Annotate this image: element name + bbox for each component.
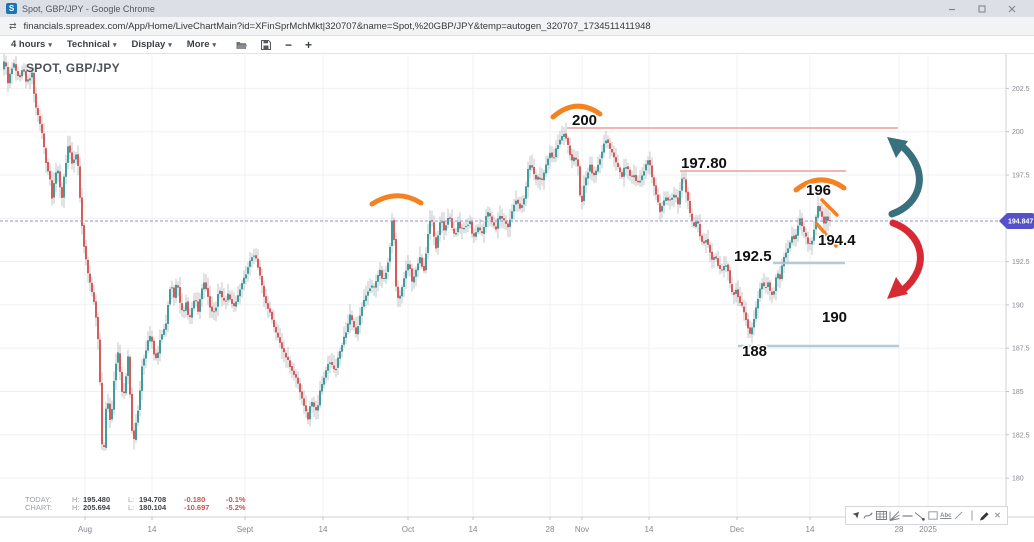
rectangle-tool-icon[interactable]	[927, 509, 939, 523]
pointer-tool-icon[interactable]	[849, 509, 861, 523]
url-text[interactable]: financials.spreadex.com/App/Home/LiveCha…	[23, 20, 651, 32]
orange-segment-2[interactable]	[815, 222, 838, 248]
grid-tool-icon[interactable]	[875, 509, 887, 523]
x-tick-label: 14	[645, 525, 654, 534]
horizontal-line-tool-icon[interactable]	[901, 509, 913, 523]
chevron-down-icon: ▾	[48, 41, 52, 49]
price-badge-text: 194.847	[1008, 218, 1033, 225]
zoom-in-button[interactable]: +	[305, 37, 313, 52]
x-tick-label: Aug	[78, 525, 92, 534]
y-tick-label: 197.5	[1012, 173, 1030, 180]
text-tool-icon[interactable]: Abc	[940, 512, 952, 519]
y-tick-label: 192.5	[1012, 259, 1030, 266]
more-dropdown[interactable]: More ▾	[186, 39, 216, 50]
display-dropdown[interactable]: Display ▾	[131, 39, 172, 50]
drawing-tools-palette: Abc ✕	[845, 506, 1008, 525]
orange-arc-200-peak[interactable]	[550, 103, 603, 120]
x-tick-label: 14	[469, 525, 478, 534]
zoom-out-button[interactable]: −	[285, 37, 293, 52]
y-tick-label: 200	[1012, 129, 1024, 136]
y-tick-label: 187.5	[1012, 346, 1030, 353]
chart-area: 200 197.80 196 194.4 192.5 190 188 202.5 200 197.…	[0, 54, 1034, 542]
legend-today-row: TODAY: H: 195.480 L: 194.708 -0.180 -0.1%	[25, 495, 246, 504]
x-tick-label: 28	[895, 525, 904, 534]
curve-arrow-tool-icon[interactable]	[862, 509, 874, 523]
red-down-arrow[interactable]	[887, 219, 924, 299]
y-tick-label: 182.5	[1012, 432, 1030, 439]
y-tick-label: 180	[1012, 476, 1024, 483]
x-tick-label: 28	[546, 525, 555, 534]
level-label-190[interactable]: 190	[821, 308, 849, 328]
x-tick-label: Nov	[575, 525, 589, 534]
x-tick-label: Oct	[402, 525, 415, 534]
close-window-button[interactable]	[1006, 2, 1018, 16]
fan-lines-tool-icon[interactable]	[888, 509, 900, 523]
chevron-down-icon: ▾	[212, 41, 216, 49]
x-tick-label: Sept	[237, 525, 254, 534]
trendline-tool-icon[interactable]	[914, 509, 926, 523]
chevron-down-icon: ▾	[112, 41, 117, 49]
site-favicon: S	[6, 3, 17, 14]
ray-tool-icon[interactable]	[953, 509, 965, 523]
teal-up-arrow[interactable]	[887, 137, 923, 218]
address-bar: ⇄ financials.spreadex.com/App/Home/LiveC…	[0, 17, 1034, 36]
minimize-button[interactable]	[946, 2, 958, 16]
x-tick-label: 14	[148, 525, 157, 534]
pencil-tool-icon[interactable]	[979, 509, 991, 523]
x-tick-label: Dec	[730, 525, 744, 534]
price-chart-canvas[interactable]: 200 197.80 196 194.4 192.5 190 188 202.5 200 197.…	[0, 54, 1034, 542]
y-tick-label: 190	[1012, 302, 1024, 309]
y-tick-label: 185	[1012, 389, 1024, 396]
titlebar: S Spot, GBP/JPY - Google Chrome	[0, 0, 1034, 17]
orange-arc-196-peak[interactable]	[793, 177, 847, 193]
level-label-192.5[interactable]: 192.5	[733, 247, 774, 267]
tab-switcher-icon[interactable]: ⇄	[9, 20, 17, 31]
open-folder-icon[interactable]	[235, 38, 247, 52]
orange-segment-1[interactable]	[820, 198, 839, 217]
level-label-200[interactable]: 200	[571, 111, 599, 131]
symbol-label: SPOT, GBP/JPY	[26, 61, 120, 75]
x-tick-label: 2025	[919, 525, 937, 534]
price-badge: 194.847	[999, 212, 1034, 229]
legend-chart-row: CHART: H: 205.694 L: 180.104 -10.697 -5.2%	[25, 503, 246, 513]
technical-dropdown[interactable]: Technical ▾	[66, 39, 117, 50]
y-tick-label: 202.5	[1012, 86, 1030, 93]
x-tick-label: 14	[806, 525, 815, 534]
level-label-196[interactable]: 196	[805, 181, 833, 201]
level-label-197.80[interactable]: 197.80	[680, 154, 729, 174]
candlestick-series	[3, 54, 831, 452]
save-icon[interactable]	[260, 38, 272, 52]
window-title: Spot, GBP/JPY - Google Chrome	[22, 3, 155, 14]
level-label-188[interactable]: 188	[741, 342, 769, 362]
x-tick-label: 14	[319, 525, 328, 534]
axis-labels: 202.5200197.5195192.5190187.5185182.5180…	[78, 86, 1030, 534]
chart-toolbar: 4 hours ▾ Technical ▾ Display ▾ More ▾ − +	[0, 36, 1034, 54]
close-palette-icon[interactable]: ✕	[994, 511, 1001, 520]
chevron-down-icon: ▾	[168, 41, 172, 49]
timeframe-dropdown[interactable]: 4 hours ▾	[11, 39, 52, 50]
vertical-line-tool-icon[interactable]	[966, 509, 978, 523]
level-label-194.4[interactable]: 194.4	[817, 231, 858, 251]
gridlines	[0, 55, 1006, 517]
orange-arc-oct-peak[interactable]	[369, 193, 424, 207]
ohlc-legend: TODAY: H: 195.480 L: 194.708 -0.180 -0.1% CHAR…	[25, 495, 246, 513]
maximize-button[interactable]	[976, 2, 988, 16]
